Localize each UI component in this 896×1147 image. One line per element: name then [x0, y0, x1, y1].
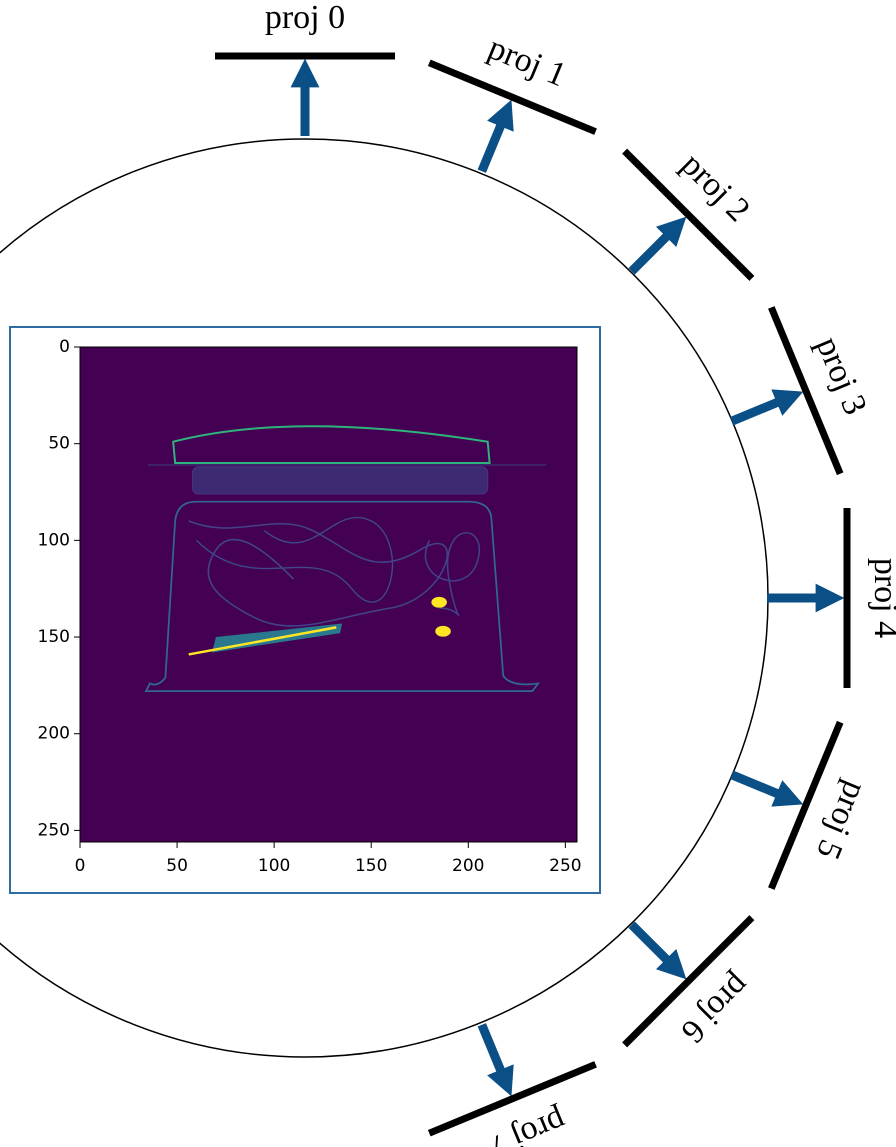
y-tick-label: 250 — [38, 820, 70, 840]
y-tick-label: 50 — [48, 434, 70, 454]
x-tick-label: 0 — [75, 856, 86, 876]
x-tick-label: 150 — [355, 856, 387, 876]
y-tick-label: 100 — [38, 530, 70, 550]
projection-arrow — [482, 1025, 506, 1083]
projection-label: proj 5 — [809, 776, 874, 864]
projection-label: proj 4 — [867, 558, 896, 638]
projection-arrow — [632, 925, 677, 970]
y-tick-label: 150 — [38, 627, 70, 647]
projection-arrow — [732, 775, 790, 799]
x-tick-label: 100 — [258, 856, 290, 876]
y-tick-label: 0 — [59, 337, 70, 357]
x-tick-label: 250 — [549, 856, 581, 876]
projection-label: proj 1 — [483, 29, 571, 94]
projection-label: proj 3 — [809, 332, 874, 420]
projection-label: proj 0 — [265, 0, 345, 36]
projection-arrow — [482, 113, 506, 171]
x-tick-label: 200 — [452, 856, 484, 876]
ct-image — [80, 347, 577, 842]
diagram: proj 0proj 1proj 2proj 3proj 4proj 5proj… — [0, 0, 896, 1147]
projection-arrow — [632, 227, 677, 272]
y-tick-label: 200 — [38, 724, 70, 744]
projection-arrow — [732, 397, 790, 421]
x-tick-label: 50 — [166, 856, 188, 876]
